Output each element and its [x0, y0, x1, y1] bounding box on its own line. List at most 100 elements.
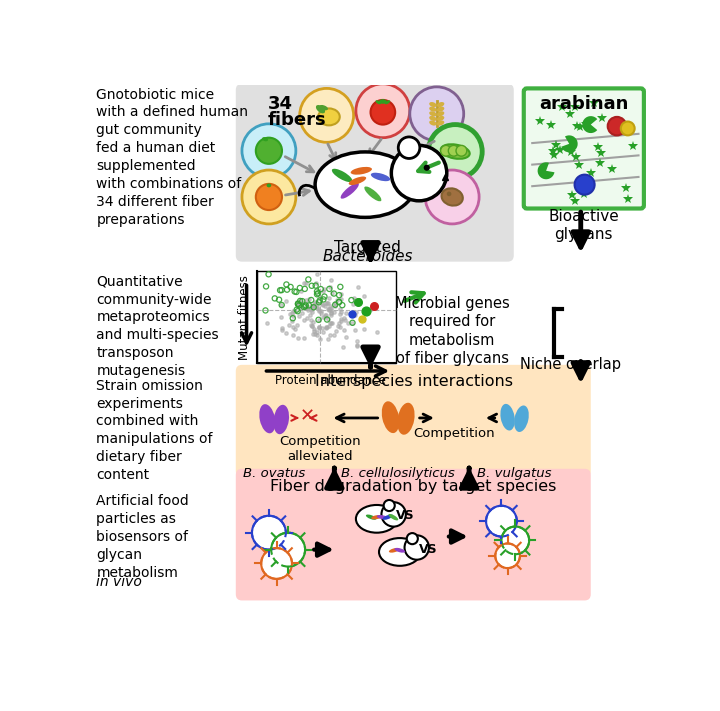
Point	[325, 274, 337, 286]
Ellipse shape	[316, 105, 325, 113]
Point	[309, 296, 320, 307]
Point	[300, 294, 312, 306]
Point	[334, 317, 346, 328]
Point	[294, 295, 306, 306]
Text: Protein abundance: Protein abundance	[275, 374, 386, 387]
Text: VS: VS	[419, 543, 438, 556]
Point	[315, 284, 327, 295]
Circle shape	[242, 170, 296, 224]
Ellipse shape	[395, 548, 405, 552]
Point	[351, 339, 362, 351]
Point	[269, 293, 281, 304]
Point	[322, 297, 333, 309]
Point	[327, 318, 338, 329]
Point	[335, 281, 346, 292]
Ellipse shape	[319, 105, 328, 110]
Point	[287, 305, 299, 316]
Point	[328, 329, 340, 341]
Point	[287, 330, 299, 341]
Point	[330, 299, 341, 311]
Ellipse shape	[441, 144, 469, 159]
Point	[306, 280, 318, 292]
Point	[330, 300, 341, 311]
Point	[302, 304, 314, 316]
Point	[329, 297, 341, 309]
Point	[310, 328, 321, 340]
Ellipse shape	[259, 404, 276, 433]
Point	[319, 300, 330, 311]
Circle shape	[371, 100, 395, 124]
Point	[311, 289, 323, 300]
Ellipse shape	[364, 186, 382, 201]
Point	[312, 304, 324, 315]
Point	[287, 313, 299, 324]
Point	[296, 297, 307, 309]
Point	[302, 274, 314, 285]
Point	[322, 333, 333, 345]
Point	[276, 324, 288, 336]
FancyBboxPatch shape	[523, 88, 644, 208]
Circle shape	[501, 527, 529, 555]
Ellipse shape	[274, 405, 289, 434]
Ellipse shape	[514, 405, 528, 432]
Point	[303, 300, 315, 311]
FancyBboxPatch shape	[235, 365, 590, 477]
Point	[338, 341, 349, 353]
Circle shape	[410, 87, 464, 141]
Point	[275, 300, 287, 311]
Point	[346, 309, 358, 320]
Point	[292, 320, 303, 331]
Ellipse shape	[341, 183, 359, 198]
Point	[276, 311, 287, 323]
Point	[293, 310, 305, 321]
Ellipse shape	[318, 108, 340, 125]
Point	[289, 306, 301, 317]
Point	[292, 299, 303, 311]
Point	[349, 324, 361, 336]
Ellipse shape	[429, 116, 436, 121]
Point	[298, 332, 310, 343]
Point	[305, 294, 317, 306]
Point	[307, 301, 318, 312]
Point	[341, 308, 352, 319]
Point	[347, 317, 359, 328]
Circle shape	[447, 191, 451, 196]
Text: Bacteroides: Bacteroides	[323, 250, 413, 264]
Point	[329, 298, 341, 309]
Point	[323, 305, 335, 316]
Point	[311, 329, 323, 341]
Point	[263, 269, 274, 280]
Circle shape	[242, 124, 296, 178]
Circle shape	[398, 137, 420, 159]
Point	[320, 309, 331, 321]
Point	[304, 309, 315, 320]
Point	[300, 301, 311, 312]
Point	[334, 308, 346, 319]
Point	[292, 300, 304, 311]
Circle shape	[423, 165, 430, 171]
Ellipse shape	[429, 107, 436, 112]
Point	[350, 309, 361, 321]
Point	[340, 331, 351, 343]
Point	[287, 315, 298, 326]
Point	[292, 298, 304, 309]
Point	[307, 298, 319, 309]
Point	[360, 306, 372, 317]
Point	[365, 303, 377, 314]
Circle shape	[271, 533, 305, 567]
Point	[298, 301, 310, 313]
Point	[323, 314, 334, 325]
Point	[291, 296, 302, 308]
Text: B. cellulosilyticus: B. cellulosilyticus	[341, 467, 455, 480]
Point	[338, 312, 350, 324]
Ellipse shape	[377, 515, 387, 519]
Point	[289, 286, 300, 297]
Point	[323, 283, 335, 294]
Text: Strain omission
experiments
combined with
manipulations of
dietary fiber
content: Strain omission experiments combined wit…	[96, 379, 213, 482]
Text: Interspecies interactions: Interspecies interactions	[315, 374, 513, 389]
Text: ✕: ✕	[300, 407, 315, 425]
Circle shape	[382, 502, 406, 527]
Point	[276, 323, 288, 334]
FancyBboxPatch shape	[257, 271, 396, 363]
Point	[312, 306, 324, 317]
